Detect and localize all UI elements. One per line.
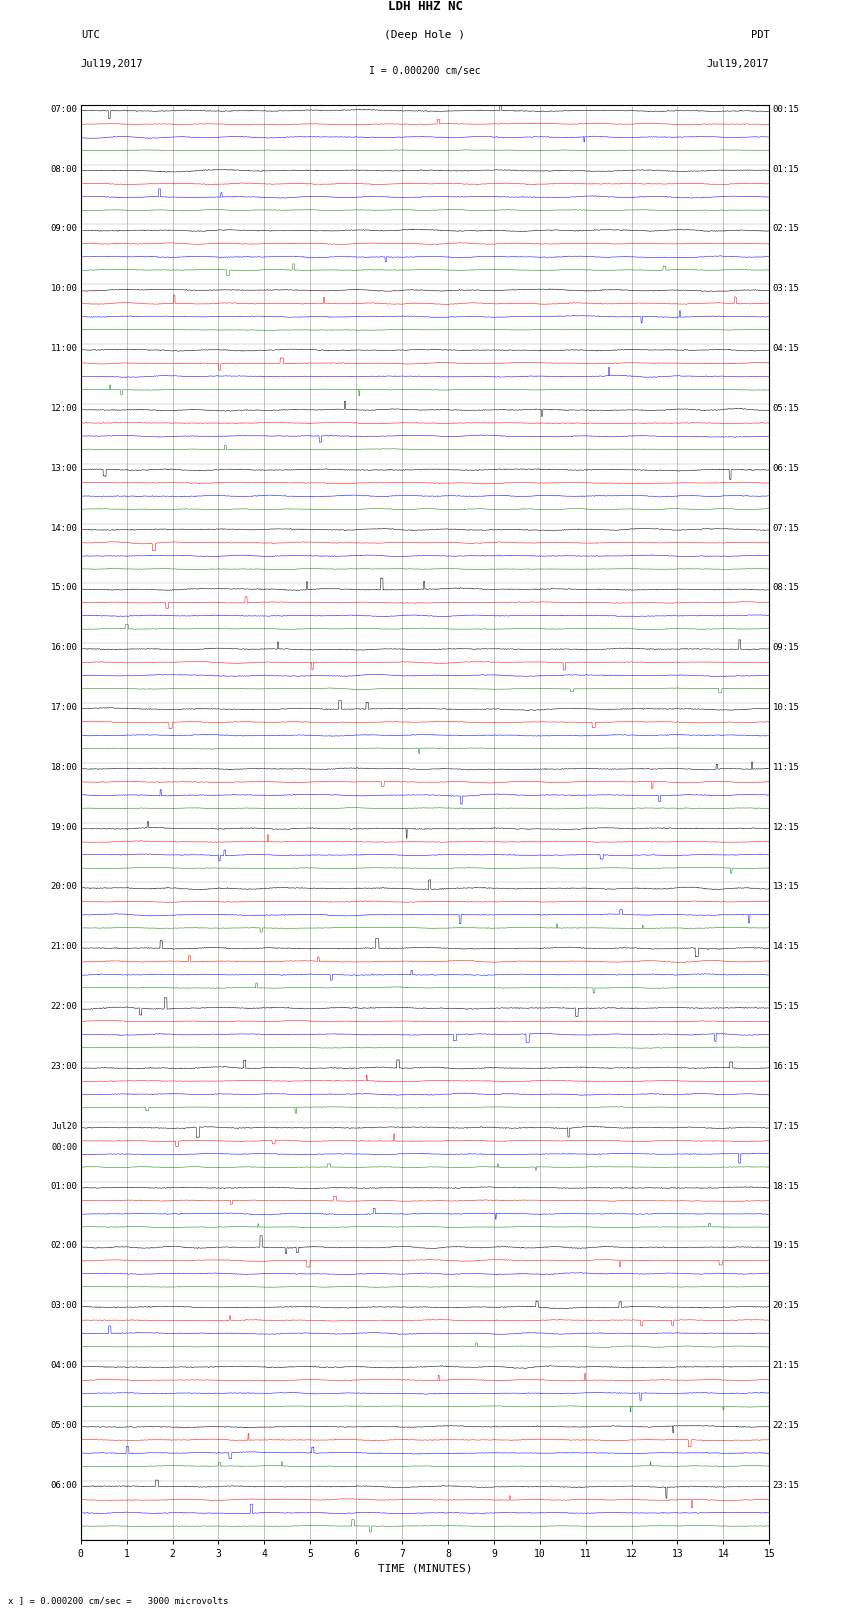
Text: (Deep Hole ): (Deep Hole ) xyxy=(384,31,466,40)
Text: PDT: PDT xyxy=(751,31,769,40)
Text: 23:15: 23:15 xyxy=(773,1481,800,1489)
Text: 08:15: 08:15 xyxy=(773,584,800,592)
Text: 09:00: 09:00 xyxy=(50,224,77,234)
Text: 12:00: 12:00 xyxy=(50,403,77,413)
Text: 14:00: 14:00 xyxy=(50,524,77,532)
Text: Jul20: Jul20 xyxy=(51,1121,77,1131)
Text: 10:00: 10:00 xyxy=(50,284,77,294)
Text: 07:00: 07:00 xyxy=(50,105,77,115)
Text: 04:00: 04:00 xyxy=(50,1361,77,1369)
Text: LDH HHZ NC: LDH HHZ NC xyxy=(388,0,462,13)
Text: Jul19,2017: Jul19,2017 xyxy=(706,60,769,69)
Text: 19:00: 19:00 xyxy=(50,823,77,832)
Text: 21:00: 21:00 xyxy=(50,942,77,952)
Text: 15:15: 15:15 xyxy=(773,1002,800,1011)
Text: 02:00: 02:00 xyxy=(50,1242,77,1250)
Text: 11:15: 11:15 xyxy=(773,763,800,771)
Text: 18:00: 18:00 xyxy=(50,763,77,771)
Text: 21:15: 21:15 xyxy=(773,1361,800,1369)
Text: 19:15: 19:15 xyxy=(773,1242,800,1250)
Text: 04:15: 04:15 xyxy=(773,344,800,353)
Text: 05:00: 05:00 xyxy=(50,1421,77,1429)
Text: 22:00: 22:00 xyxy=(50,1002,77,1011)
X-axis label: TIME (MINUTES): TIME (MINUTES) xyxy=(377,1563,473,1574)
Text: 16:15: 16:15 xyxy=(773,1061,800,1071)
Text: 20:15: 20:15 xyxy=(773,1302,800,1310)
Text: Jul19,2017: Jul19,2017 xyxy=(81,60,144,69)
Text: 18:15: 18:15 xyxy=(773,1181,800,1190)
Text: 22:15: 22:15 xyxy=(773,1421,800,1429)
Text: I = 0.000200 cm/sec: I = 0.000200 cm/sec xyxy=(369,66,481,76)
Text: 00:15: 00:15 xyxy=(773,105,800,115)
Text: 12:15: 12:15 xyxy=(773,823,800,832)
Text: 03:00: 03:00 xyxy=(50,1302,77,1310)
Text: 03:15: 03:15 xyxy=(773,284,800,294)
Text: 06:00: 06:00 xyxy=(50,1481,77,1489)
Text: 00:00: 00:00 xyxy=(51,1142,77,1152)
Text: 07:15: 07:15 xyxy=(773,524,800,532)
Text: 15:00: 15:00 xyxy=(50,584,77,592)
Text: 17:00: 17:00 xyxy=(50,703,77,711)
Text: 09:15: 09:15 xyxy=(773,644,800,652)
Text: 13:00: 13:00 xyxy=(50,465,77,473)
Text: 10:15: 10:15 xyxy=(773,703,800,711)
Text: 11:00: 11:00 xyxy=(50,344,77,353)
Text: 14:15: 14:15 xyxy=(773,942,800,952)
Text: 06:15: 06:15 xyxy=(773,465,800,473)
Text: 08:00: 08:00 xyxy=(50,165,77,174)
Text: 17:15: 17:15 xyxy=(773,1121,800,1131)
Text: UTC: UTC xyxy=(81,31,99,40)
Text: 05:15: 05:15 xyxy=(773,403,800,413)
Text: 01:15: 01:15 xyxy=(773,165,800,174)
Text: 01:00: 01:00 xyxy=(50,1181,77,1190)
Text: 23:00: 23:00 xyxy=(50,1061,77,1071)
Text: 20:00: 20:00 xyxy=(50,882,77,892)
Text: x ] = 0.000200 cm/sec =   3000 microvolts: x ] = 0.000200 cm/sec = 3000 microvolts xyxy=(8,1595,229,1605)
Text: 13:15: 13:15 xyxy=(773,882,800,892)
Text: 02:15: 02:15 xyxy=(773,224,800,234)
Text: 16:00: 16:00 xyxy=(50,644,77,652)
